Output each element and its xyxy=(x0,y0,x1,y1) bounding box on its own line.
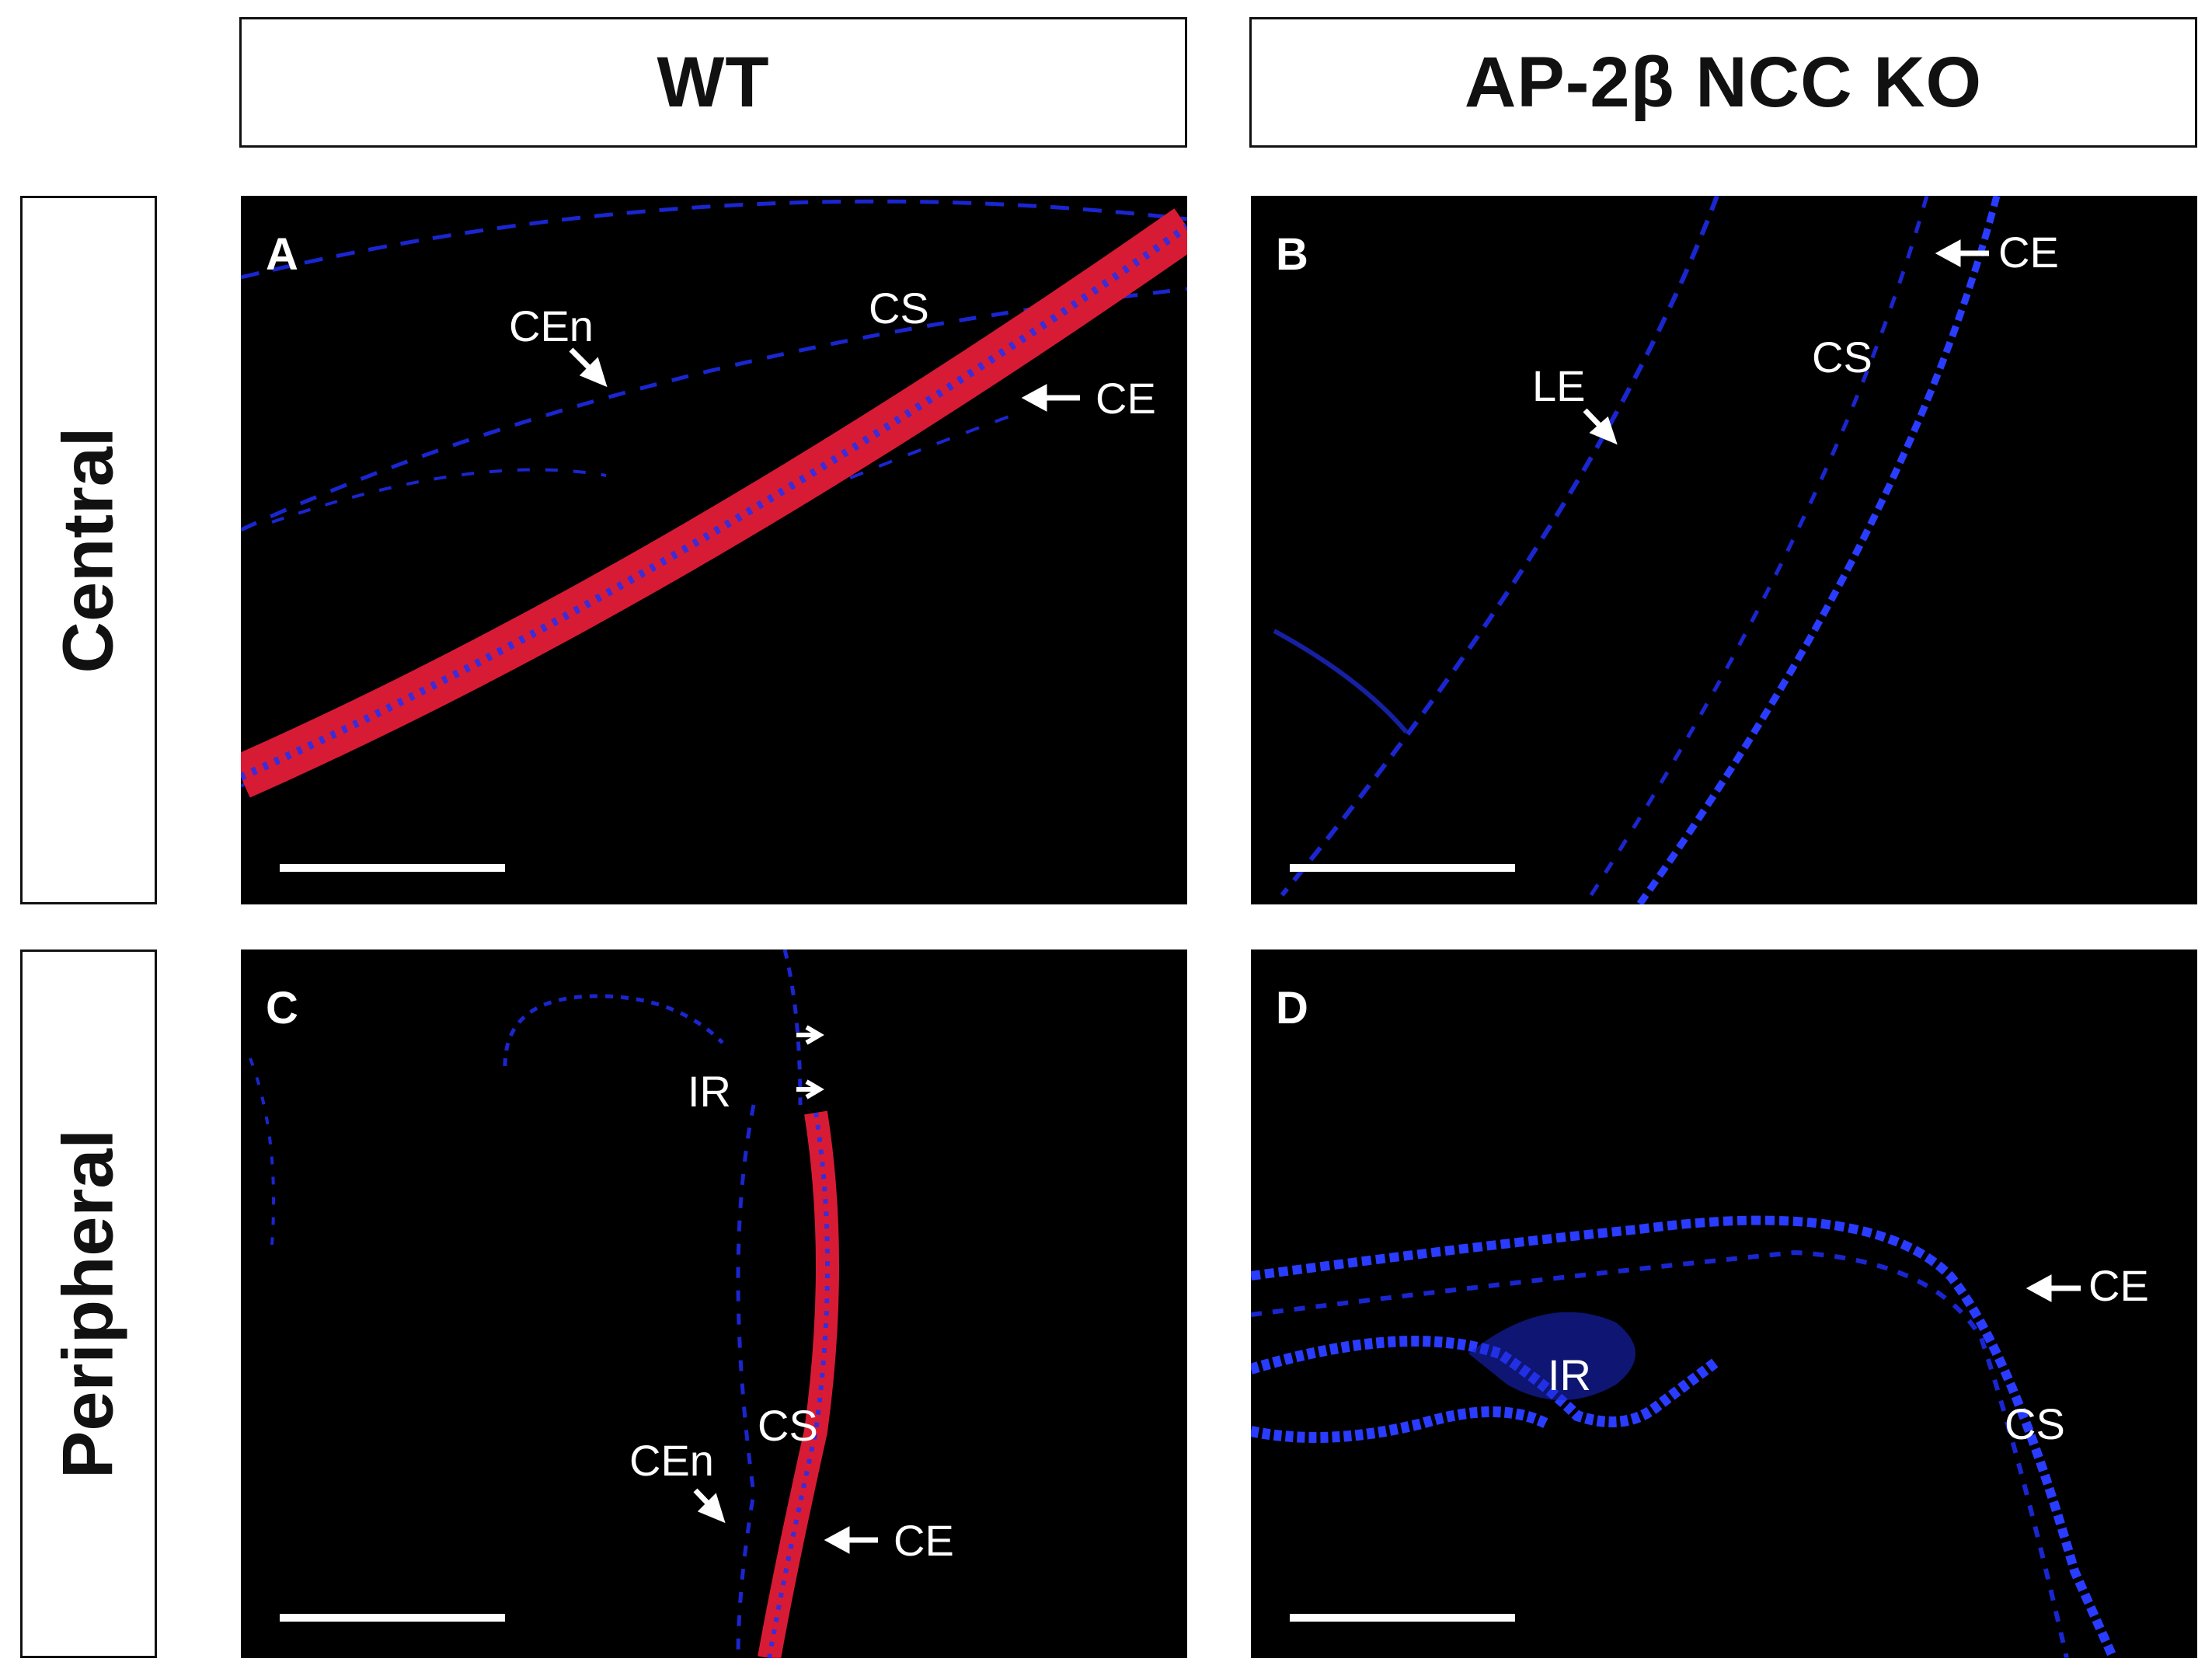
panel-b-scale-bar xyxy=(1290,864,1515,872)
panel-a-label-ce: CE xyxy=(1096,374,1156,423)
column-header-wt: WT xyxy=(239,17,1187,148)
panel-c-label: C xyxy=(266,983,298,1033)
panel-d-label-ce: CE xyxy=(2088,1261,2149,1310)
row-header-peripheral-text: Peripheral xyxy=(48,1129,128,1479)
column-header-ko: AP-2β NCC KO xyxy=(1249,17,2197,148)
panel-a-tissue xyxy=(241,199,1187,798)
panel-d-label-cs: CS xyxy=(2005,1399,2065,1448)
column-header-ko-text: AP-2β NCC KO xyxy=(1464,42,1983,122)
panel-c-label-ce: CE xyxy=(894,1516,954,1565)
row-header-peripheral: Peripheral xyxy=(20,950,157,1658)
panel-b-tissue xyxy=(1273,196,2001,904)
panel-c: C IR CS CEn CE xyxy=(241,950,1187,1658)
panel-b-arrows xyxy=(1583,239,1989,445)
panel-b-label: B xyxy=(1276,229,1308,280)
panel-d-arrows xyxy=(2026,1274,2081,1302)
panel-a-label: A xyxy=(266,229,298,280)
panel-d: D CE IR CS xyxy=(1251,950,2197,1658)
panel-c-tissue xyxy=(249,950,839,1658)
panel-c-label-cen: CEn xyxy=(629,1436,714,1485)
panel-c-label-ir: IR xyxy=(688,1067,731,1116)
row-header-central: Central xyxy=(20,196,157,904)
panel-b: B CE CS LE xyxy=(1251,196,2197,904)
panel-b-label-cs: CS xyxy=(1812,333,1872,382)
panel-b-label-le: LE xyxy=(1532,361,1586,410)
row-header-central-text: Central xyxy=(48,427,128,674)
panel-c-label-cs: CS xyxy=(758,1401,818,1450)
panel-c-scale-bar xyxy=(280,1614,505,1622)
panel-a-scale-bar xyxy=(280,864,505,872)
panel-a-arrows xyxy=(569,347,1080,412)
panel-a-label-cen: CEn xyxy=(509,301,594,350)
panel-d-scale-bar xyxy=(1290,1614,1515,1622)
panel-d-tissue xyxy=(1251,1215,2118,1658)
panel-b-label-ce: CE xyxy=(1998,228,2059,277)
panel-a-label-cs: CS xyxy=(869,284,929,333)
panel-d-label: D xyxy=(1276,983,1308,1033)
panel-c-arrows xyxy=(693,1025,878,1554)
panel-d-label-ir: IR xyxy=(1548,1350,1591,1399)
panel-a: A CEn CS CE xyxy=(241,196,1187,904)
column-header-wt-text: WT xyxy=(657,42,770,122)
